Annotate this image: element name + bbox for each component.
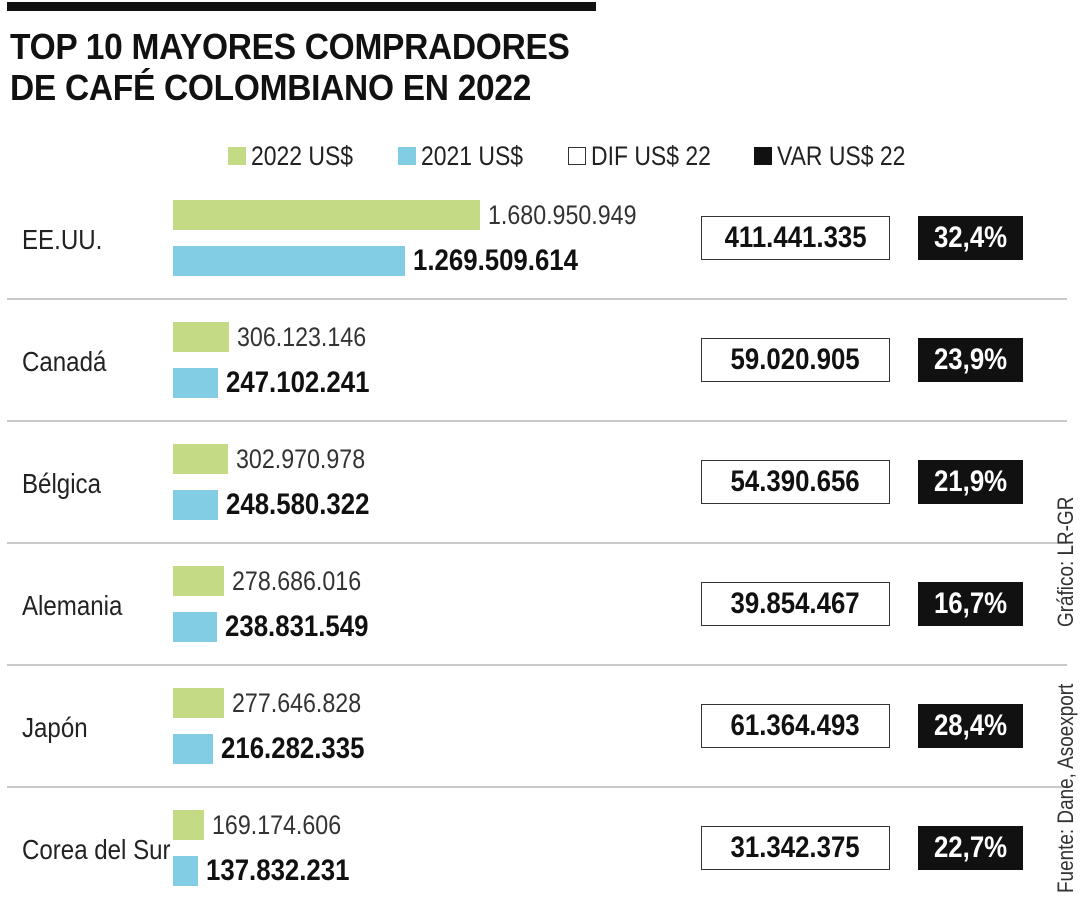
dif-box: 54.390.656 bbox=[701, 460, 890, 504]
dif-value: 31.342.375 bbox=[730, 831, 861, 864]
row-separator bbox=[7, 298, 1067, 300]
var-box: 21,9% bbox=[918, 460, 1023, 504]
bar-2022 bbox=[173, 200, 480, 230]
chart-row: Bélgica 302.970.978 248.580.322 54.390.656 2… bbox=[0, 422, 1080, 544]
var-value: 16,7% bbox=[933, 587, 1008, 620]
bar-2022 bbox=[173, 444, 228, 474]
credit-fuente: Fuente: Dane, Asoexport bbox=[1053, 683, 1078, 893]
country-label: Alemania bbox=[22, 590, 123, 621]
bar-label-2021: 1.269.509.614 bbox=[413, 244, 578, 277]
row-separator bbox=[7, 786, 1067, 788]
bar-label-2022: 278.686.016 bbox=[232, 566, 362, 596]
bar-label-2022: 302.970.978 bbox=[236, 444, 366, 474]
legend-label-2022: 2022 US$ bbox=[251, 141, 354, 171]
bar-2022 bbox=[173, 688, 224, 718]
dif-box: 31.342.375 bbox=[701, 826, 890, 870]
chart-row: Alemania 278.686.016 238.831.549 39.854.467… bbox=[0, 544, 1080, 666]
bar-2022 bbox=[173, 322, 229, 352]
var-box: 16,7% bbox=[918, 582, 1023, 626]
title-rule bbox=[7, 2, 596, 11]
var-value: 21,9% bbox=[933, 465, 1008, 498]
var-value: 32,4% bbox=[933, 221, 1008, 254]
bar-label-2021: 248.580.322 bbox=[226, 488, 370, 521]
var-value: 28,4% bbox=[933, 709, 1008, 742]
country-label: Japón bbox=[22, 712, 88, 743]
bar-label-2022: 169.174.606 bbox=[212, 810, 342, 840]
dif-box: 39.854.467 bbox=[701, 582, 890, 626]
chart-title: TOP 10 MAYORES COMPRADORES DE CAFÉ COLOM… bbox=[10, 26, 570, 108]
bar-2021 bbox=[173, 246, 405, 276]
dif-value: 61.364.493 bbox=[730, 709, 861, 742]
legend-label-dif: DIF US$ 22 bbox=[591, 141, 711, 171]
dif-box: 61.364.493 bbox=[701, 704, 890, 748]
var-box: 22,7% bbox=[918, 826, 1023, 870]
bar-label-2021: 137.832.231 bbox=[206, 854, 350, 887]
legend-swatch-2022 bbox=[228, 147, 246, 165]
legend-item-2022: 2022 US$ bbox=[228, 138, 371, 174]
credit-grafico: Gráfico: LR-GR bbox=[1053, 496, 1078, 627]
bar-2021 bbox=[173, 490, 218, 520]
chart-row: Corea del Sur 169.174.606 137.832.231 31.34… bbox=[0, 788, 1080, 910]
var-value: 23,9% bbox=[933, 343, 1008, 376]
chart-row: EE.UU. 1.680.950.949 1.269.509.614 411.441.… bbox=[0, 178, 1080, 300]
bar-label-2022: 1.680.950.949 bbox=[488, 200, 637, 230]
legend-swatch-2021 bbox=[398, 147, 416, 165]
dif-value: 54.390.656 bbox=[730, 465, 861, 498]
var-box: 32,4% bbox=[918, 216, 1023, 260]
legend-item-var: VAR US$ 22 bbox=[754, 138, 928, 174]
legend-swatch-var bbox=[754, 147, 772, 165]
bar-label-2022: 306.123.146 bbox=[237, 322, 367, 352]
row-separator bbox=[7, 542, 1067, 544]
dif-box: 411.441.335 bbox=[701, 216, 890, 260]
legend: 2022 US$ 2021 US$ DIF US$ 22 VAR US$ 22 bbox=[0, 138, 1080, 178]
dif-value: 39.854.467 bbox=[730, 587, 861, 620]
chart-row: Japón 277.646.828 216.282.335 61.364.493 28,… bbox=[0, 666, 1080, 788]
dif-value: 411.441.335 bbox=[724, 221, 867, 254]
dif-value: 59.020.905 bbox=[730, 343, 861, 376]
bar-label-2021: 247.102.241 bbox=[226, 366, 370, 399]
country-label: Bélgica bbox=[22, 468, 101, 499]
country-label: EE.UU. bbox=[22, 224, 103, 255]
bar-2022 bbox=[173, 810, 204, 840]
country-label: Corea del Sur bbox=[22, 834, 171, 865]
legend-item-2021: 2021 US$ bbox=[398, 138, 541, 174]
title-line-1: TOP 10 MAYORES COMPRADORES bbox=[10, 26, 570, 67]
legend-item-dif: DIF US$ 22 bbox=[568, 138, 732, 174]
bar-label-2021: 238.831.549 bbox=[225, 610, 369, 643]
bar-2021 bbox=[173, 856, 198, 886]
bar-2021 bbox=[173, 734, 213, 764]
bar-2022 bbox=[173, 566, 224, 596]
var-box: 28,4% bbox=[918, 704, 1023, 748]
bar-2021 bbox=[173, 368, 218, 398]
bar-label-2022: 277.646.828 bbox=[232, 688, 362, 718]
country-label: Canadá bbox=[22, 346, 107, 377]
legend-label-var: VAR US$ 22 bbox=[777, 141, 906, 171]
row-separator bbox=[7, 664, 1067, 666]
title-line-2: DE CAFÉ COLOMBIANO EN 2022 bbox=[10, 67, 532, 108]
var-value: 22,7% bbox=[933, 831, 1008, 864]
row-separator bbox=[7, 420, 1067, 422]
dif-box: 59.020.905 bbox=[701, 338, 890, 382]
legend-swatch-dif bbox=[568, 147, 586, 165]
legend-label-2021: 2021 US$ bbox=[421, 141, 524, 171]
var-box: 23,9% bbox=[918, 338, 1023, 382]
bar-label-2021: 216.282.335 bbox=[221, 732, 365, 765]
bar-2021 bbox=[173, 612, 217, 642]
chart-row: Canadá 306.123.146 247.102.241 59.020.905 23… bbox=[0, 300, 1080, 422]
